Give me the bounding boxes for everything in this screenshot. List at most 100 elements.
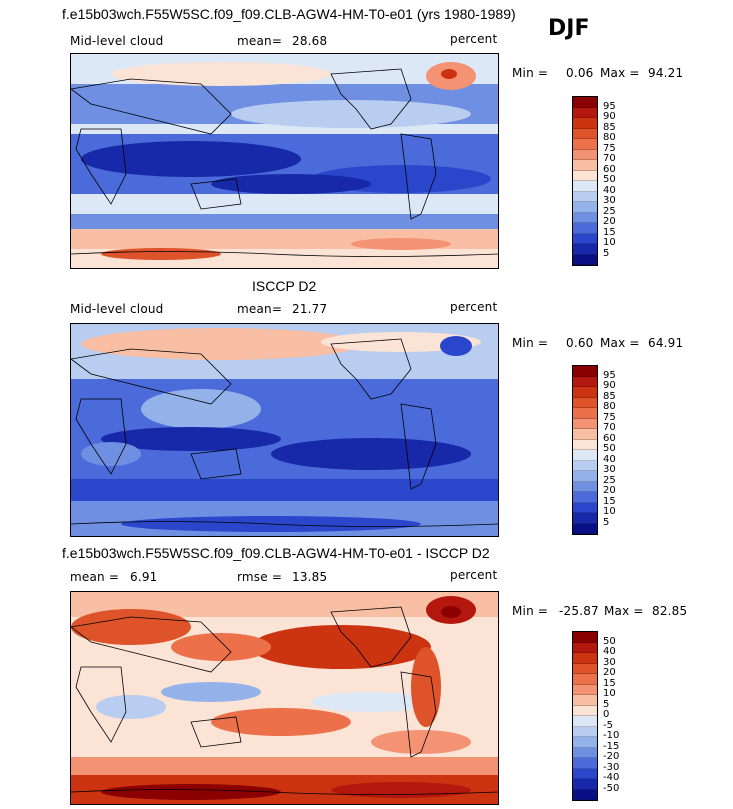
colorbar-swatch	[573, 233, 597, 244]
panel2-min-value: 0.60	[566, 336, 594, 350]
colorbar-tick-label: -20	[603, 751, 620, 762]
colorbar-tick-label: 60	[603, 163, 616, 175]
colorbar-swatch	[573, 674, 597, 685]
colorbar-tick-label: 10	[603, 237, 616, 248]
panel1-variable: Mid-level cloud	[70, 34, 164, 48]
colorbar-swatch	[573, 513, 597, 524]
colorbar-swatch	[573, 747, 597, 758]
colorbar-swatch	[573, 181, 597, 192]
colorbar-tick-label: 80	[603, 401, 616, 412]
colorbar-swatch	[573, 737, 597, 748]
colorbar-swatch	[573, 139, 597, 150]
colorbar-tick-label: -5	[603, 719, 613, 731]
colorbar-tick-label: 80	[603, 132, 616, 143]
colorbar-tick-label: -50	[603, 782, 620, 794]
colorbar-tick-label: 15	[603, 226, 616, 238]
colorbar-swatch	[573, 376, 597, 387]
colorbar-tick-label: 25	[603, 474, 616, 486]
panel3-min-value: -25.87	[559, 604, 599, 618]
panel1-mean-value: 28.68	[292, 34, 328, 48]
panel1-min-label: Min =	[512, 66, 549, 80]
colorbar-tick-label: 30	[603, 656, 616, 668]
colorbar-swatch	[573, 439, 597, 450]
colorbar-swatch	[573, 653, 597, 664]
colorbar-swatch	[573, 244, 597, 255]
colorbar-swatch	[573, 223, 597, 234]
colorbar-tick-label: 75	[603, 411, 616, 423]
panel3-max-value: 82.85	[652, 604, 688, 618]
panel3-title: f.e15b03wch.F55W5SC.f09_f09.CLB-AGW4-HM-…	[62, 545, 490, 561]
colorbar-tick-label: 85	[603, 390, 616, 402]
colorbar-tick-label: 30	[603, 464, 616, 475]
colorbar-tick-label: 10	[603, 688, 616, 699]
panel3-mean-value: 6.91	[130, 570, 158, 584]
colorbar-swatch	[573, 481, 597, 492]
panel1-colorbar-labels: 95 90 85 80 75 70 60 50 40 30 25 20 15 10 5	[603, 96, 633, 264]
colorbar-tick-label: 0	[603, 709, 610, 720]
colorbar-swatch	[573, 202, 597, 213]
season-label: DJF	[548, 16, 590, 41]
panel3-rmse-value: 13.85	[292, 570, 328, 584]
colorbar-tick-label: 15	[603, 495, 616, 507]
colorbar-tick-label: 90	[603, 380, 616, 391]
colorbar-tick-label: 70	[603, 153, 616, 164]
colorbar-tick-label: 95	[603, 100, 616, 112]
colorbar-swatch	[573, 460, 597, 471]
colorbar-tick-label: 20	[603, 216, 616, 227]
colorbar-tick-label: -30	[603, 761, 620, 773]
colorbar-swatch	[573, 789, 597, 800]
panel1-map	[70, 53, 499, 269]
colorbar-swatch	[573, 684, 597, 695]
panel2-mean-label: mean=	[237, 302, 283, 316]
panel2-map	[70, 323, 499, 537]
colorbar-swatch	[573, 408, 597, 419]
colorbar-tick-label: 50	[603, 443, 616, 454]
colorbar-tick-label: 20	[603, 667, 616, 678]
panel2-variable: Mid-level cloud	[70, 302, 164, 316]
colorbar-swatch	[573, 118, 597, 129]
colorbar-swatch	[573, 471, 597, 482]
colorbar-swatch	[573, 160, 597, 171]
colorbar-swatch	[573, 523, 597, 534]
panel3-min-label: Min =	[512, 604, 549, 618]
colorbar-swatch	[573, 212, 597, 223]
colorbar-tick-label: 70	[603, 422, 616, 433]
colorbar-swatch	[573, 450, 597, 461]
panel2-mean-value: 21.77	[292, 302, 328, 316]
colorbar-tick-label: -15	[603, 740, 620, 752]
colorbar-tick-label: 40	[603, 453, 616, 465]
colorbar-swatch	[573, 97, 597, 108]
colorbar-swatch	[573, 663, 597, 674]
colorbar-tick-label: 25	[603, 205, 616, 217]
panel2-colorbar-labels: 95 90 85 80 75 70 60 50 40 30 25 20 15 10 5	[603, 365, 633, 533]
panel1-max-value: 94.21	[648, 66, 684, 80]
panel3-colorbar	[572, 631, 598, 801]
colorbar-tick-label: 50	[603, 174, 616, 185]
colorbar-swatch	[573, 429, 597, 440]
panel2-units: percent	[450, 300, 498, 314]
colorbar-swatch	[573, 716, 597, 727]
panel1-max-label: Max =	[600, 66, 640, 80]
colorbar-swatch	[573, 418, 597, 429]
colorbar-swatch	[573, 397, 597, 408]
colorbar-swatch	[573, 170, 597, 181]
panel2-max-label: Max =	[600, 336, 640, 350]
panel3-max-label: Max =	[604, 604, 644, 618]
panel1-mean-label: mean=	[237, 34, 283, 48]
panel3-colorbar-labels: 50 40 30 20 15 10 5 0 -5 -10 -15 -20 -30 -40 -50	[603, 631, 633, 799]
colorbar-swatch	[573, 726, 597, 737]
panel3-units: percent	[450, 568, 498, 582]
panel1-title: f.e15b03wch.F55W5SC.f09_f09.CLB-AGW4-HM-…	[62, 6, 516, 22]
colorbar-tick-label: 20	[603, 485, 616, 496]
colorbar-tick-label: -40	[603, 772, 620, 783]
colorbar-tick-label: 5	[603, 516, 610, 528]
colorbar-swatch	[573, 149, 597, 160]
colorbar-swatch	[573, 502, 597, 513]
panel2-colorbar	[572, 365, 598, 535]
colorbar-swatch	[573, 492, 597, 503]
colorbar-tick-label: 30	[603, 195, 616, 206]
panel3-rmse-label: rmse =	[237, 570, 283, 584]
colorbar-swatch	[573, 107, 597, 118]
colorbar-swatch	[573, 128, 597, 139]
panel2-title: ISCCP D2	[252, 278, 317, 294]
